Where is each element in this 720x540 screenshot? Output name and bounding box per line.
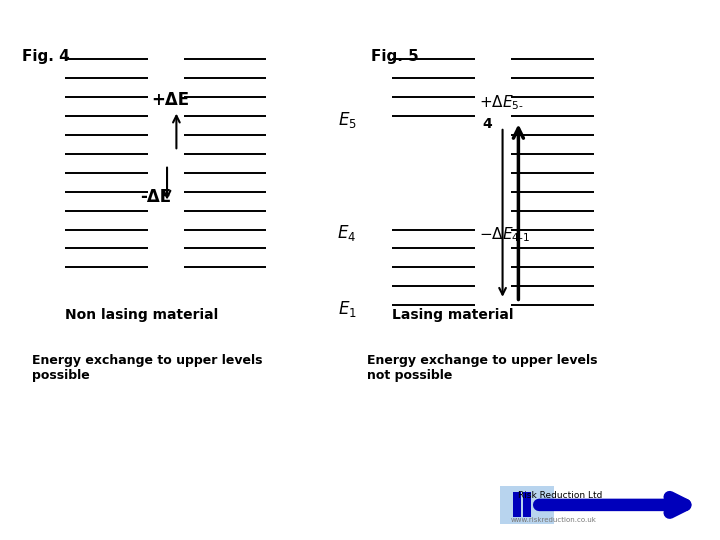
Text: $+\Delta E_{5\text{-}}$: $+\Delta E_{5\text{-}}$ bbox=[479, 93, 523, 112]
Text: Non lasing material: Non lasing material bbox=[65, 308, 218, 322]
Text: Lasing material: Lasing material bbox=[392, 308, 514, 322]
FancyBboxPatch shape bbox=[500, 486, 554, 524]
Text: +ΔE: +ΔE bbox=[151, 91, 189, 109]
Text: Fig. 5: Fig. 5 bbox=[371, 49, 418, 64]
Text: -ΔE: -ΔE bbox=[140, 188, 171, 206]
Text: $E_4$: $E_4$ bbox=[337, 223, 356, 244]
Text: Energy exchange to upper levels
possible: Energy exchange to upper levels possible bbox=[32, 354, 263, 382]
Text: 4: 4 bbox=[482, 117, 492, 131]
Text: www.riskreduction.co.uk: www.riskreduction.co.uk bbox=[511, 517, 597, 523]
Bar bbox=[513, 492, 521, 517]
Text: Fig. 4: Fig. 4 bbox=[22, 49, 69, 64]
Text: $E_1$: $E_1$ bbox=[338, 299, 356, 319]
Text: $E_5$: $E_5$ bbox=[338, 110, 356, 130]
Text: Energy exchange to upper levels
not possible: Energy exchange to upper levels not poss… bbox=[367, 354, 598, 382]
Bar bbox=[523, 492, 531, 517]
Text: Risk Reduction Ltd: Risk Reduction Ltd bbox=[518, 490, 603, 500]
Text: $-\Delta E_{4\text{-}1}$: $-\Delta E_{4\text{-}1}$ bbox=[479, 226, 530, 244]
